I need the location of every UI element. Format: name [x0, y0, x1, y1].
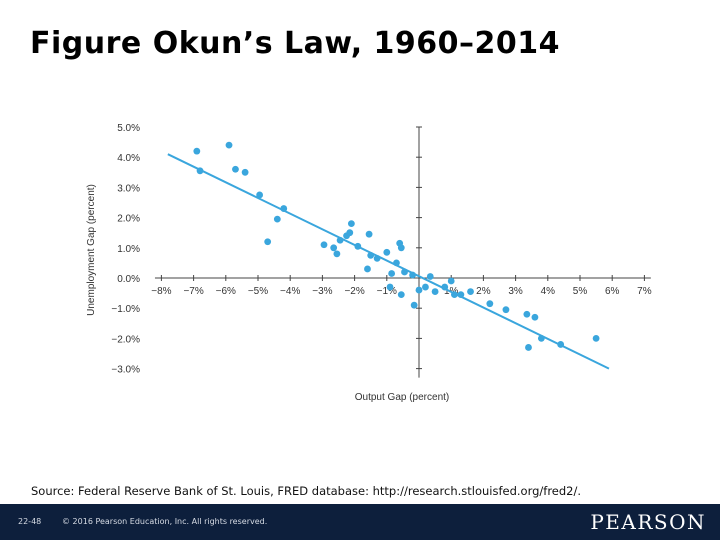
data-point	[523, 310, 531, 318]
y-axis-title: Unemployment Gap (percent)	[86, 184, 97, 316]
data-point	[320, 241, 328, 249]
x-tick-label: 2%	[476, 286, 491, 297]
data-point	[336, 236, 344, 244]
data-point	[451, 291, 458, 299]
data-point	[280, 205, 288, 212]
data-point	[447, 277, 455, 285]
copyright-text: © 2016 Pearson Education, Inc. All right…	[62, 517, 268, 526]
data-point	[232, 165, 239, 173]
data-point	[196, 167, 204, 175]
data-point	[431, 288, 439, 295]
data-point	[426, 273, 434, 280]
fit-line	[167, 153, 610, 370]
x-tick-label: −5%	[248, 286, 268, 297]
x-tick-label: −7%	[183, 286, 203, 297]
pearson-logo: PEARSON	[590, 510, 706, 534]
data-point	[410, 301, 418, 309]
data-point	[409, 271, 416, 279]
x-tick-label: −4%	[280, 286, 300, 297]
data-point	[537, 335, 545, 342]
y-tick-label: 0.0%	[117, 274, 140, 285]
x-tick-label: −2%	[344, 286, 364, 297]
data-point	[193, 147, 201, 155]
x-tick-label: −8%	[151, 286, 171, 297]
y-tick-label: 5.0%	[117, 123, 140, 134]
data-point	[346, 229, 354, 237]
data-point	[393, 259, 400, 267]
y-tick-label: −2.0%	[111, 334, 140, 345]
chart-axes	[154, 127, 651, 378]
data-point	[367, 251, 375, 259]
x-tick-label: −6%	[216, 286, 236, 297]
x-tick-label: −3%	[312, 286, 332, 297]
data-point	[557, 341, 565, 348]
slide-number: 22-48	[18, 517, 42, 526]
data-point	[397, 291, 405, 299]
footer-bar: 22-48 © 2016 Pearson Education, Inc. All…	[0, 504, 720, 540]
data-point	[333, 250, 341, 258]
x-tick-label: 3%	[508, 286, 523, 297]
data-point	[241, 168, 249, 176]
y-tick-label: −3.0%	[111, 365, 140, 376]
x-tick-label: −1%	[377, 286, 397, 297]
data-point	[422, 283, 429, 291]
data-point	[397, 244, 405, 252]
data-point	[531, 313, 539, 321]
slide-title: Figure Okun’s Law, 1960–2014	[30, 26, 561, 61]
data-point	[365, 230, 373, 238]
data-point	[502, 306, 510, 314]
data-point	[354, 242, 362, 250]
data-point	[415, 286, 423, 294]
data-point	[592, 335, 600, 342]
y-tick-label: −1.0%	[111, 304, 140, 315]
data-point	[347, 220, 355, 228]
data-point	[256, 191, 264, 199]
data-point	[457, 291, 465, 299]
data-point	[441, 283, 449, 291]
data-point	[525, 344, 532, 351]
data-point	[383, 248, 391, 256]
x-tick-label: 4%	[541, 286, 556, 297]
x-tick-label: 7%	[637, 286, 652, 297]
data-point	[386, 283, 394, 291]
chart-ticks: −8%−7%−6%−5%−4%−3%−2%−1%1%2%3%4%5%6%7%5.…	[111, 123, 651, 376]
data-point	[467, 288, 474, 295]
y-tick-label: 2.0%	[117, 214, 140, 225]
data-point	[264, 238, 272, 246]
okun-scatter-chart: −8%−7%−6%−5%−4%−3%−2%−1%1%2%3%4%5%6%7%5.…	[86, 123, 652, 403]
data-points	[193, 141, 600, 351]
y-tick-label: 3.0%	[117, 183, 140, 194]
y-tick-label: 1.0%	[117, 244, 140, 255]
data-point	[388, 270, 396, 277]
x-tick-label: 6%	[605, 286, 620, 297]
data-point	[330, 244, 338, 252]
y-tick-label: 4.0%	[117, 153, 140, 164]
data-point	[364, 265, 371, 273]
x-axis-title: Output Gap (percent)	[355, 392, 450, 403]
source-note: Source: Federal Reserve Bank of St. Loui…	[31, 484, 582, 498]
data-point	[486, 300, 494, 308]
data-point	[373, 254, 381, 262]
data-point	[225, 141, 233, 149]
fit-line-group	[167, 153, 610, 370]
data-point	[273, 215, 281, 223]
data-point	[401, 268, 408, 276]
x-tick-label: 5%	[573, 286, 588, 297]
